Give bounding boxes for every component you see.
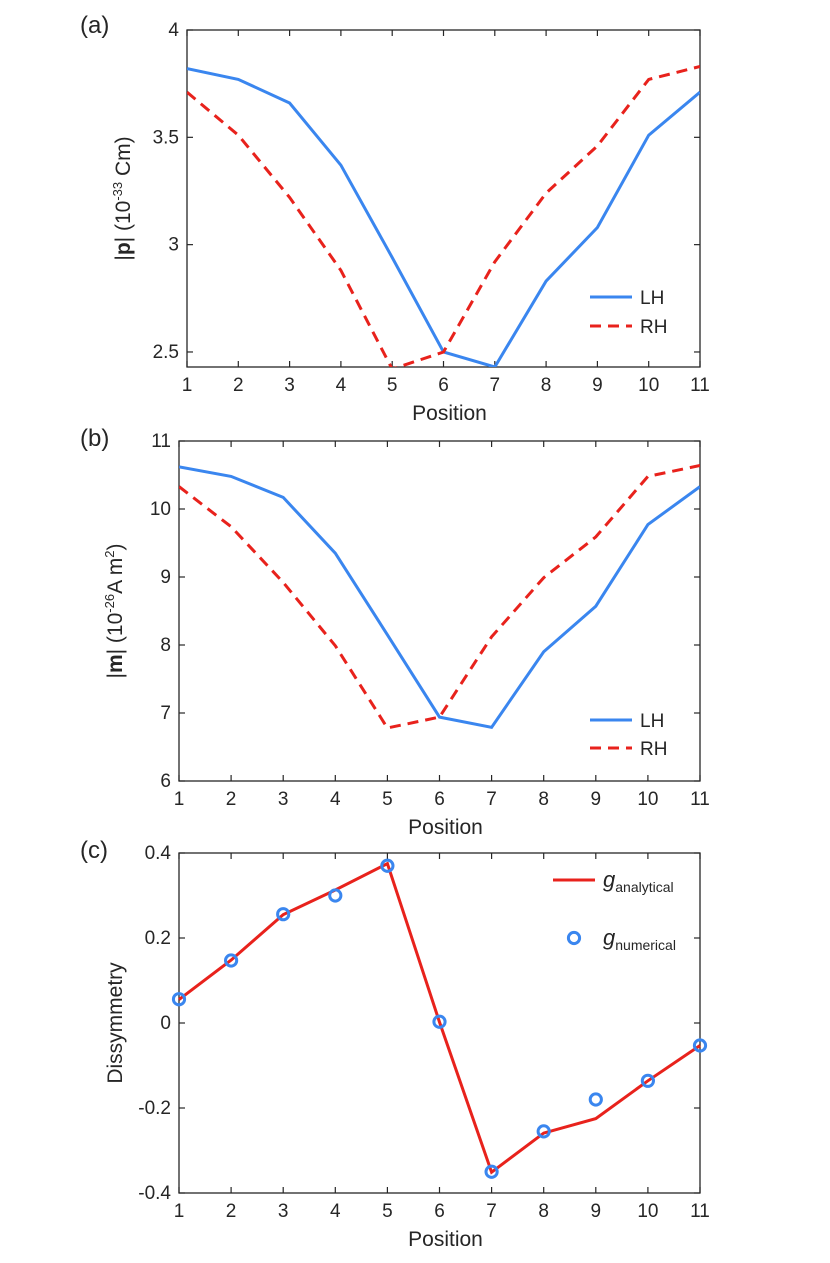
axes-frame: [186, 29, 701, 368]
x-tick-label: 4: [336, 375, 347, 396]
x-tick-label: 6: [434, 1201, 445, 1222]
y-tick-label: 0.4: [145, 843, 172, 864]
panel-b: 1 2 3 4 5 6 7 8 9 10 11 6 7 8 9 10 11 Position |m| (10-26A…: [80, 425, 710, 839]
y-axis-label: Dissymmetry: [104, 962, 127, 1084]
x-tick-label: 8: [538, 1201, 549, 1222]
numerical-marker: [640, 1073, 656, 1088]
x-tick-label: 10: [637, 789, 658, 810]
x-tick-label: 8: [541, 375, 552, 396]
y-tick-label: -0.4: [138, 1183, 171, 1204]
x-tick-label: 2: [233, 375, 244, 396]
axes-frame: [178, 440, 701, 782]
y-tick-label: 7: [160, 703, 171, 724]
x-tick-label: 3: [278, 789, 289, 810]
y-tick-label: 3: [168, 235, 179, 256]
numerical-marker: [171, 992, 187, 1007]
legend-label: gnumerical: [603, 925, 676, 953]
panel-a: 1 2 3 4 5 6 7 8 9 10 11 2.5 3 3.5 4 Position |p| (10-33 …: [80, 12, 710, 425]
y-tick-label: -0.2: [138, 1098, 171, 1119]
legend-label: LH: [640, 288, 664, 309]
y-tick-label: 4: [168, 20, 179, 41]
x-tick-label: 5: [382, 1201, 393, 1222]
y-tick-label: 3.5: [153, 127, 179, 148]
x-tick-label: 11: [690, 1201, 710, 1222]
x-tick-label: 4: [330, 1201, 341, 1222]
x-tick-label: 6: [434, 789, 445, 810]
legend-marker: [566, 930, 582, 946]
numerical-marker: [484, 1164, 499, 1179]
x-tick-label: 6: [438, 375, 449, 396]
legend-label: RH: [640, 317, 667, 338]
y-tick-label: 0.2: [145, 928, 171, 949]
series-line-analytical: [178, 861, 701, 1175]
x-tick-label: 1: [182, 375, 193, 396]
numerical-marker: [224, 953, 239, 968]
y-tick-label: 0: [160, 1013, 171, 1034]
panel-label: (b): [80, 425, 109, 452]
panel-label: (c): [80, 837, 108, 864]
legend-label: LH: [640, 711, 664, 732]
x-tick-label: 7: [486, 789, 497, 810]
y-tick-label: 10: [150, 499, 171, 520]
x-tick-label: 5: [387, 375, 398, 396]
numerical-marker: [588, 1092, 603, 1107]
x-axis-label: Position: [412, 402, 487, 425]
panel-label: (a): [80, 12, 109, 39]
panel-c: 1 2 3 4 5 6 7 8 9 10 11 -0.4 -0.2 0 0.2 0.4 Position Diss…: [80, 837, 710, 1251]
numerical-marker: [380, 858, 395, 873]
x-tick-label: 4: [330, 789, 341, 810]
series-line-lh: [179, 465, 700, 729]
x-axis-label: Position: [408, 816, 483, 839]
numerical-marker: [692, 1038, 708, 1053]
legend-label: RH: [640, 739, 667, 760]
numerical-marker: [536, 1124, 551, 1139]
x-tick-label: 11: [690, 375, 710, 396]
x-tick-label: 10: [637, 1201, 658, 1222]
x-tick-label: 7: [490, 375, 501, 396]
x-tick-label: 7: [486, 1201, 497, 1222]
numerical-marker: [276, 907, 291, 922]
y-tick-label: 11: [151, 431, 171, 452]
y-tick-label: 6: [160, 771, 171, 792]
numerical-marker: [328, 888, 343, 903]
series-line-rh: [179, 464, 700, 730]
legend-label: ganalytical: [603, 867, 674, 895]
numerical-marker: [432, 1014, 447, 1029]
y-tick-label: 9: [160, 567, 171, 588]
x-tick-label: 9: [591, 1201, 602, 1222]
y-tick-label: 2.5: [153, 342, 179, 363]
x-tick-label: 1: [174, 789, 185, 810]
x-tick-label: 3: [278, 1201, 289, 1222]
y-axis-label: |m| (10-26A m2): [102, 543, 127, 678]
x-tick-label: 5: [382, 789, 393, 810]
x-tick-label: 9: [592, 375, 603, 396]
y-axis-label: |p| (10-33 Cm): [110, 136, 135, 260]
x-tick-label: 2: [226, 789, 237, 810]
x-axis-label: Position: [408, 1228, 483, 1251]
x-tick-label: 3: [284, 375, 295, 396]
x-tick-label: 1: [174, 1201, 185, 1222]
x-tick-label: 8: [538, 789, 549, 810]
x-tick-label: 10: [638, 375, 659, 396]
x-tick-label: 9: [591, 789, 602, 810]
series-line-rh: [187, 65, 700, 367]
x-tick-label: 2: [226, 1201, 237, 1222]
y-tick-label: 8: [160, 635, 171, 656]
x-tick-label: 11: [690, 789, 710, 810]
